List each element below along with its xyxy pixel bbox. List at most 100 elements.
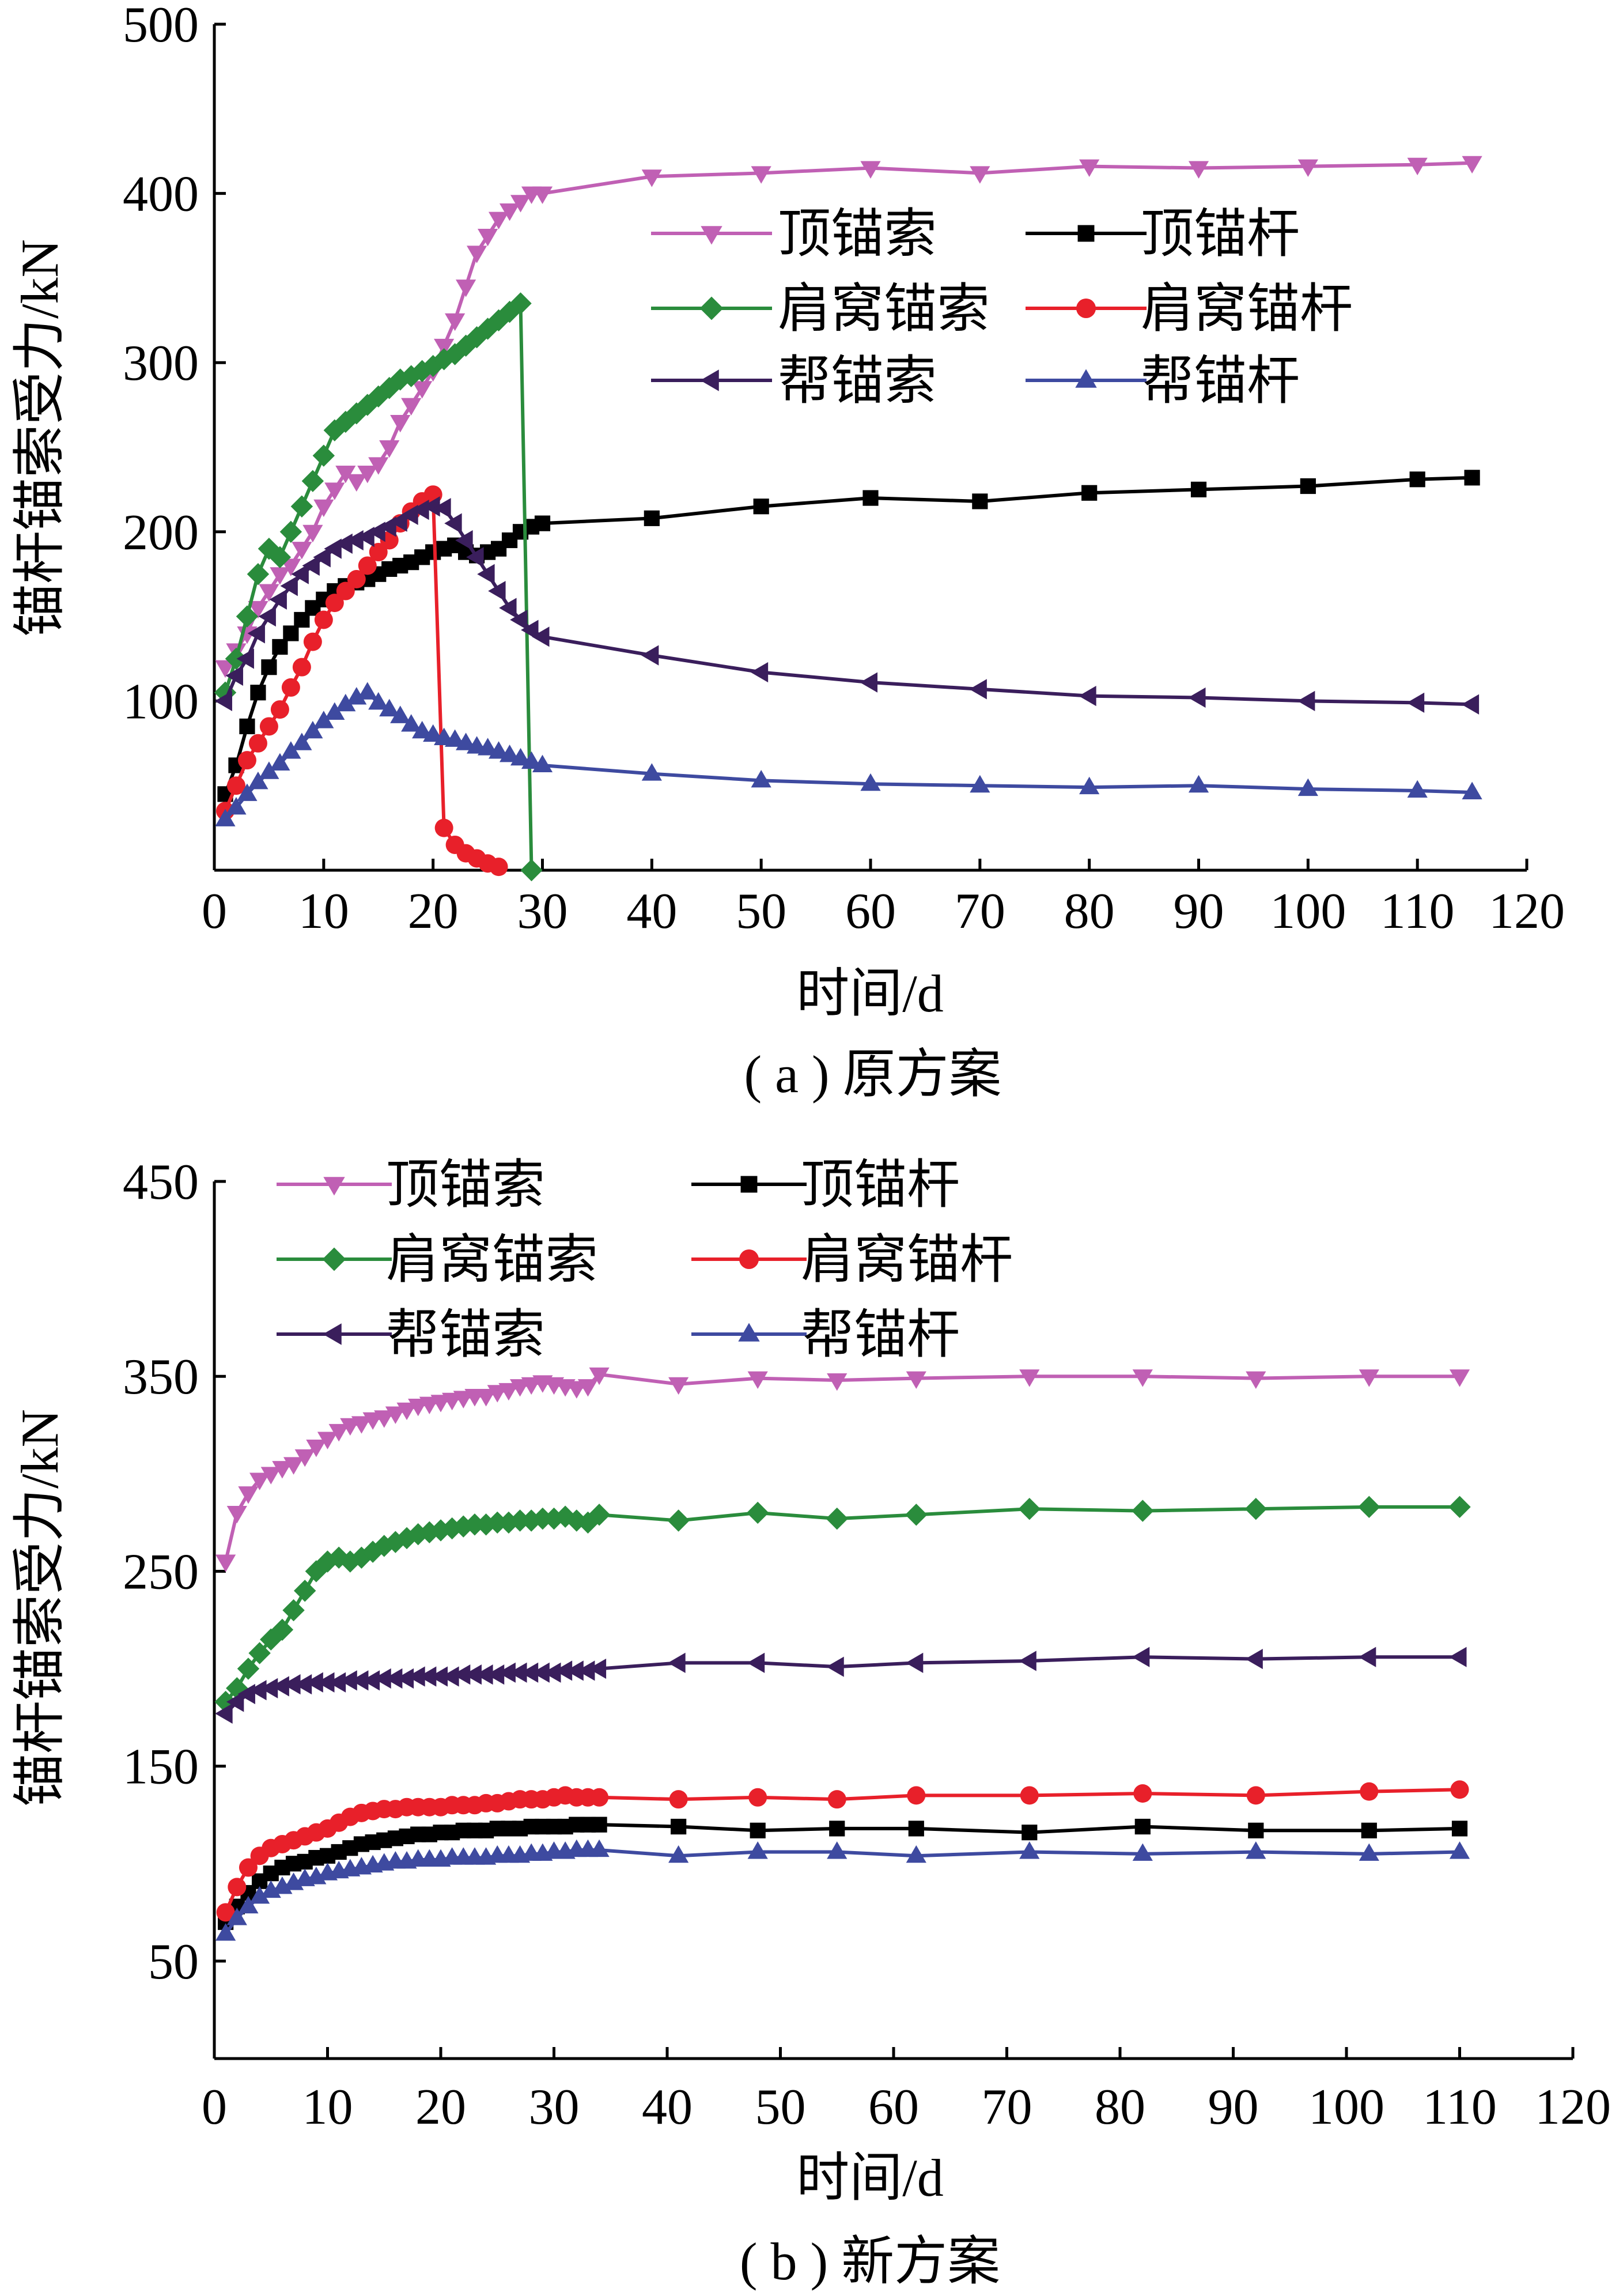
chart-a-point-shoulder-bolt <box>226 776 245 795</box>
chart-a-point-side-bolt <box>499 744 520 762</box>
chart-b-x-tick-label: 10 <box>302 2079 353 2135</box>
chart-a-point-shoulder-cable <box>356 394 379 416</box>
chart-b-point-shoulder-cable <box>294 1580 316 1602</box>
legend-label-shoulder-cable: 肩窝锚索 <box>386 1230 598 1289</box>
legend-item-side-cable: 帮锚索 <box>651 352 937 410</box>
chart-a-point-side-bolt <box>1079 776 1100 795</box>
chart-b-point-top-bolt <box>908 1821 924 1837</box>
legend-label-side-bolt: 帮锚杆 <box>801 1305 960 1364</box>
chart-a-point-side-bolt <box>281 741 301 759</box>
legend-item-side-bolt: 帮锚杆 <box>1026 352 1300 410</box>
chart-a-point-side-cable <box>1188 687 1206 708</box>
chart-a-point-side-bolt <box>237 783 258 801</box>
chart-a-point-top-bolt <box>1081 485 1098 501</box>
chart-a-point-top-cable <box>1188 161 1209 179</box>
chart-a-point-side-bolt <box>215 809 236 826</box>
chart-b-point-top-cable <box>747 1371 768 1389</box>
chart-b-point-side-bolt <box>747 1841 768 1859</box>
chart-b-point-top-cable <box>1019 1369 1040 1387</box>
chart-a-point-top-cable <box>324 482 345 500</box>
chart-a-plot: 0 10 20 30 40 50 60 70 80 90 100 110 120 100 200 300 400… <box>123 0 1565 939</box>
legend-label-side-cable: 帮锚索 <box>778 352 937 410</box>
chart-a-point-top-cable <box>368 457 389 475</box>
chart-a-x-tick-label: 90 <box>1174 883 1224 939</box>
chart-a-point-side-cable <box>499 598 517 618</box>
chart-b-point-shoulder-cable <box>452 1515 475 1538</box>
chart-b-x-tick-label: 20 <box>415 2079 466 2135</box>
chart-b-plot: 0 10 20 30 40 50 60 70 80 90 100 110 120 50 150 250 350 4… <box>123 1154 1611 2135</box>
chart-b-point-side-cable <box>396 1668 414 1689</box>
chart-b-point-shoulder-cable <box>237 1657 260 1680</box>
legend-label-side-bolt: 帮锚杆 <box>1141 352 1300 410</box>
chart-a-point-side-cable <box>302 555 320 576</box>
chart-a-point-side-bolt <box>357 682 378 700</box>
chart-a-point-top-bolt <box>272 639 288 655</box>
chart-b-point-top-cable <box>476 1389 497 1407</box>
chart-b-point-shoulder-cable <box>1448 1496 1471 1519</box>
chart-b-point-shoulder-cable <box>373 1535 395 1557</box>
legend-marker-side-cable <box>700 369 719 391</box>
chart-b-point-top-bolt <box>1248 1822 1264 1838</box>
chart-b-point-side-bolt <box>668 1845 689 1863</box>
chart-a-point-shoulder-cable <box>334 410 357 433</box>
chart-b-point-side-cable <box>385 1668 403 1689</box>
chart-b-point-side-cable <box>498 1662 516 1683</box>
chart-a-point-side-cable <box>335 533 353 554</box>
chart-b-x-tick-label: 90 <box>1208 2079 1259 2135</box>
chart-b-point-shoulder-bolt <box>239 1858 258 1877</box>
chart-b-point-side-cable <box>215 1703 233 1724</box>
chart-a-y-tick-label: 100 <box>123 674 199 730</box>
chart-a-x-tick-label: 0 <box>202 883 227 939</box>
chart-b-caption: ( b ) 新方案 <box>740 2232 1000 2291</box>
chart-a-point-side-cable <box>641 645 659 666</box>
legend-marker-shoulder-cable <box>699 296 724 320</box>
chart-b-point-shoulder-bolt <box>907 1786 926 1805</box>
chart-b-point-side-cable <box>464 1664 482 1685</box>
chart-a-x-tick-label: 10 <box>298 883 349 939</box>
chart-a-point-side-bolt <box>456 732 476 750</box>
chart-a-ylabel: 锚杆锚索受力/kN <box>10 239 69 637</box>
chart-a-point-top-bolt <box>1190 481 1207 497</box>
chart-b-point-side-cable <box>283 1674 301 1695</box>
chart-a-x-tick-label: 100 <box>1270 883 1346 939</box>
chart-b-point-shoulder-bolt <box>1133 1784 1152 1803</box>
chart-a-point-shoulder-bolt <box>314 610 333 629</box>
chart-a-x-tick-label: 110 <box>1380 883 1455 939</box>
legend-label-shoulder-bolt: 肩窝锚杆 <box>1141 280 1353 338</box>
chart-a-point-side-cable <box>750 662 769 683</box>
chart-a-point-top-cable <box>970 166 990 184</box>
chart-a-x-tick-label: 70 <box>955 883 1005 939</box>
chart-b-series-side-cable <box>215 1647 1467 1724</box>
chart-a-point-side-bolt <box>259 761 279 779</box>
chart-b-point-shoulder-cable <box>248 1642 271 1664</box>
chart-a-point-top-cable <box>248 601 268 619</box>
chart-b-point-side-cable <box>317 1672 335 1693</box>
chart-b-point-shoulder-bolt <box>590 1788 609 1807</box>
chart-a-point-side-bolt <box>532 754 553 772</box>
chart-a-point-side-bolt <box>510 747 531 766</box>
chart-b-xlabel: 时间/d <box>796 2148 944 2207</box>
chart-a-point-shoulder-cable <box>476 318 499 340</box>
chart-b-point-top-cable <box>351 1416 372 1434</box>
chart-a-point-side-cable <box>433 498 451 519</box>
chart-a-series-shoulder-cable <box>214 292 543 882</box>
chart-a-point-shoulder-cable <box>290 495 313 518</box>
legend-marker-top-bolt <box>1077 225 1095 242</box>
legend-item-side-bolt: 帮锚杆 <box>691 1305 960 1364</box>
chart-a-point-side-cable <box>280 576 298 596</box>
chart-b-point-top-cable <box>1132 1369 1153 1387</box>
chart-a-point-shoulder-cable <box>247 563 270 586</box>
chart-b-point-side-cable <box>543 1662 561 1683</box>
chart-a-point-top-bolt <box>972 493 988 509</box>
chart-b-point-side-bolt <box>1019 1841 1040 1859</box>
chart-a-point-side-cable <box>477 564 495 584</box>
chart-b-point-side-cable <box>475 1664 493 1685</box>
chart-b-point-top-bolt <box>1451 1821 1468 1837</box>
chart-a-point-side-bolt <box>226 796 247 815</box>
chart-a-xlabel: 时间/d <box>796 964 944 1023</box>
chart-a-point-shoulder-cable <box>258 537 281 560</box>
chart-b-series-top-bolt <box>218 1817 1468 1930</box>
chart-b-point-top-cable <box>1246 1371 1266 1389</box>
chart-a-point-top-bolt <box>534 515 551 531</box>
